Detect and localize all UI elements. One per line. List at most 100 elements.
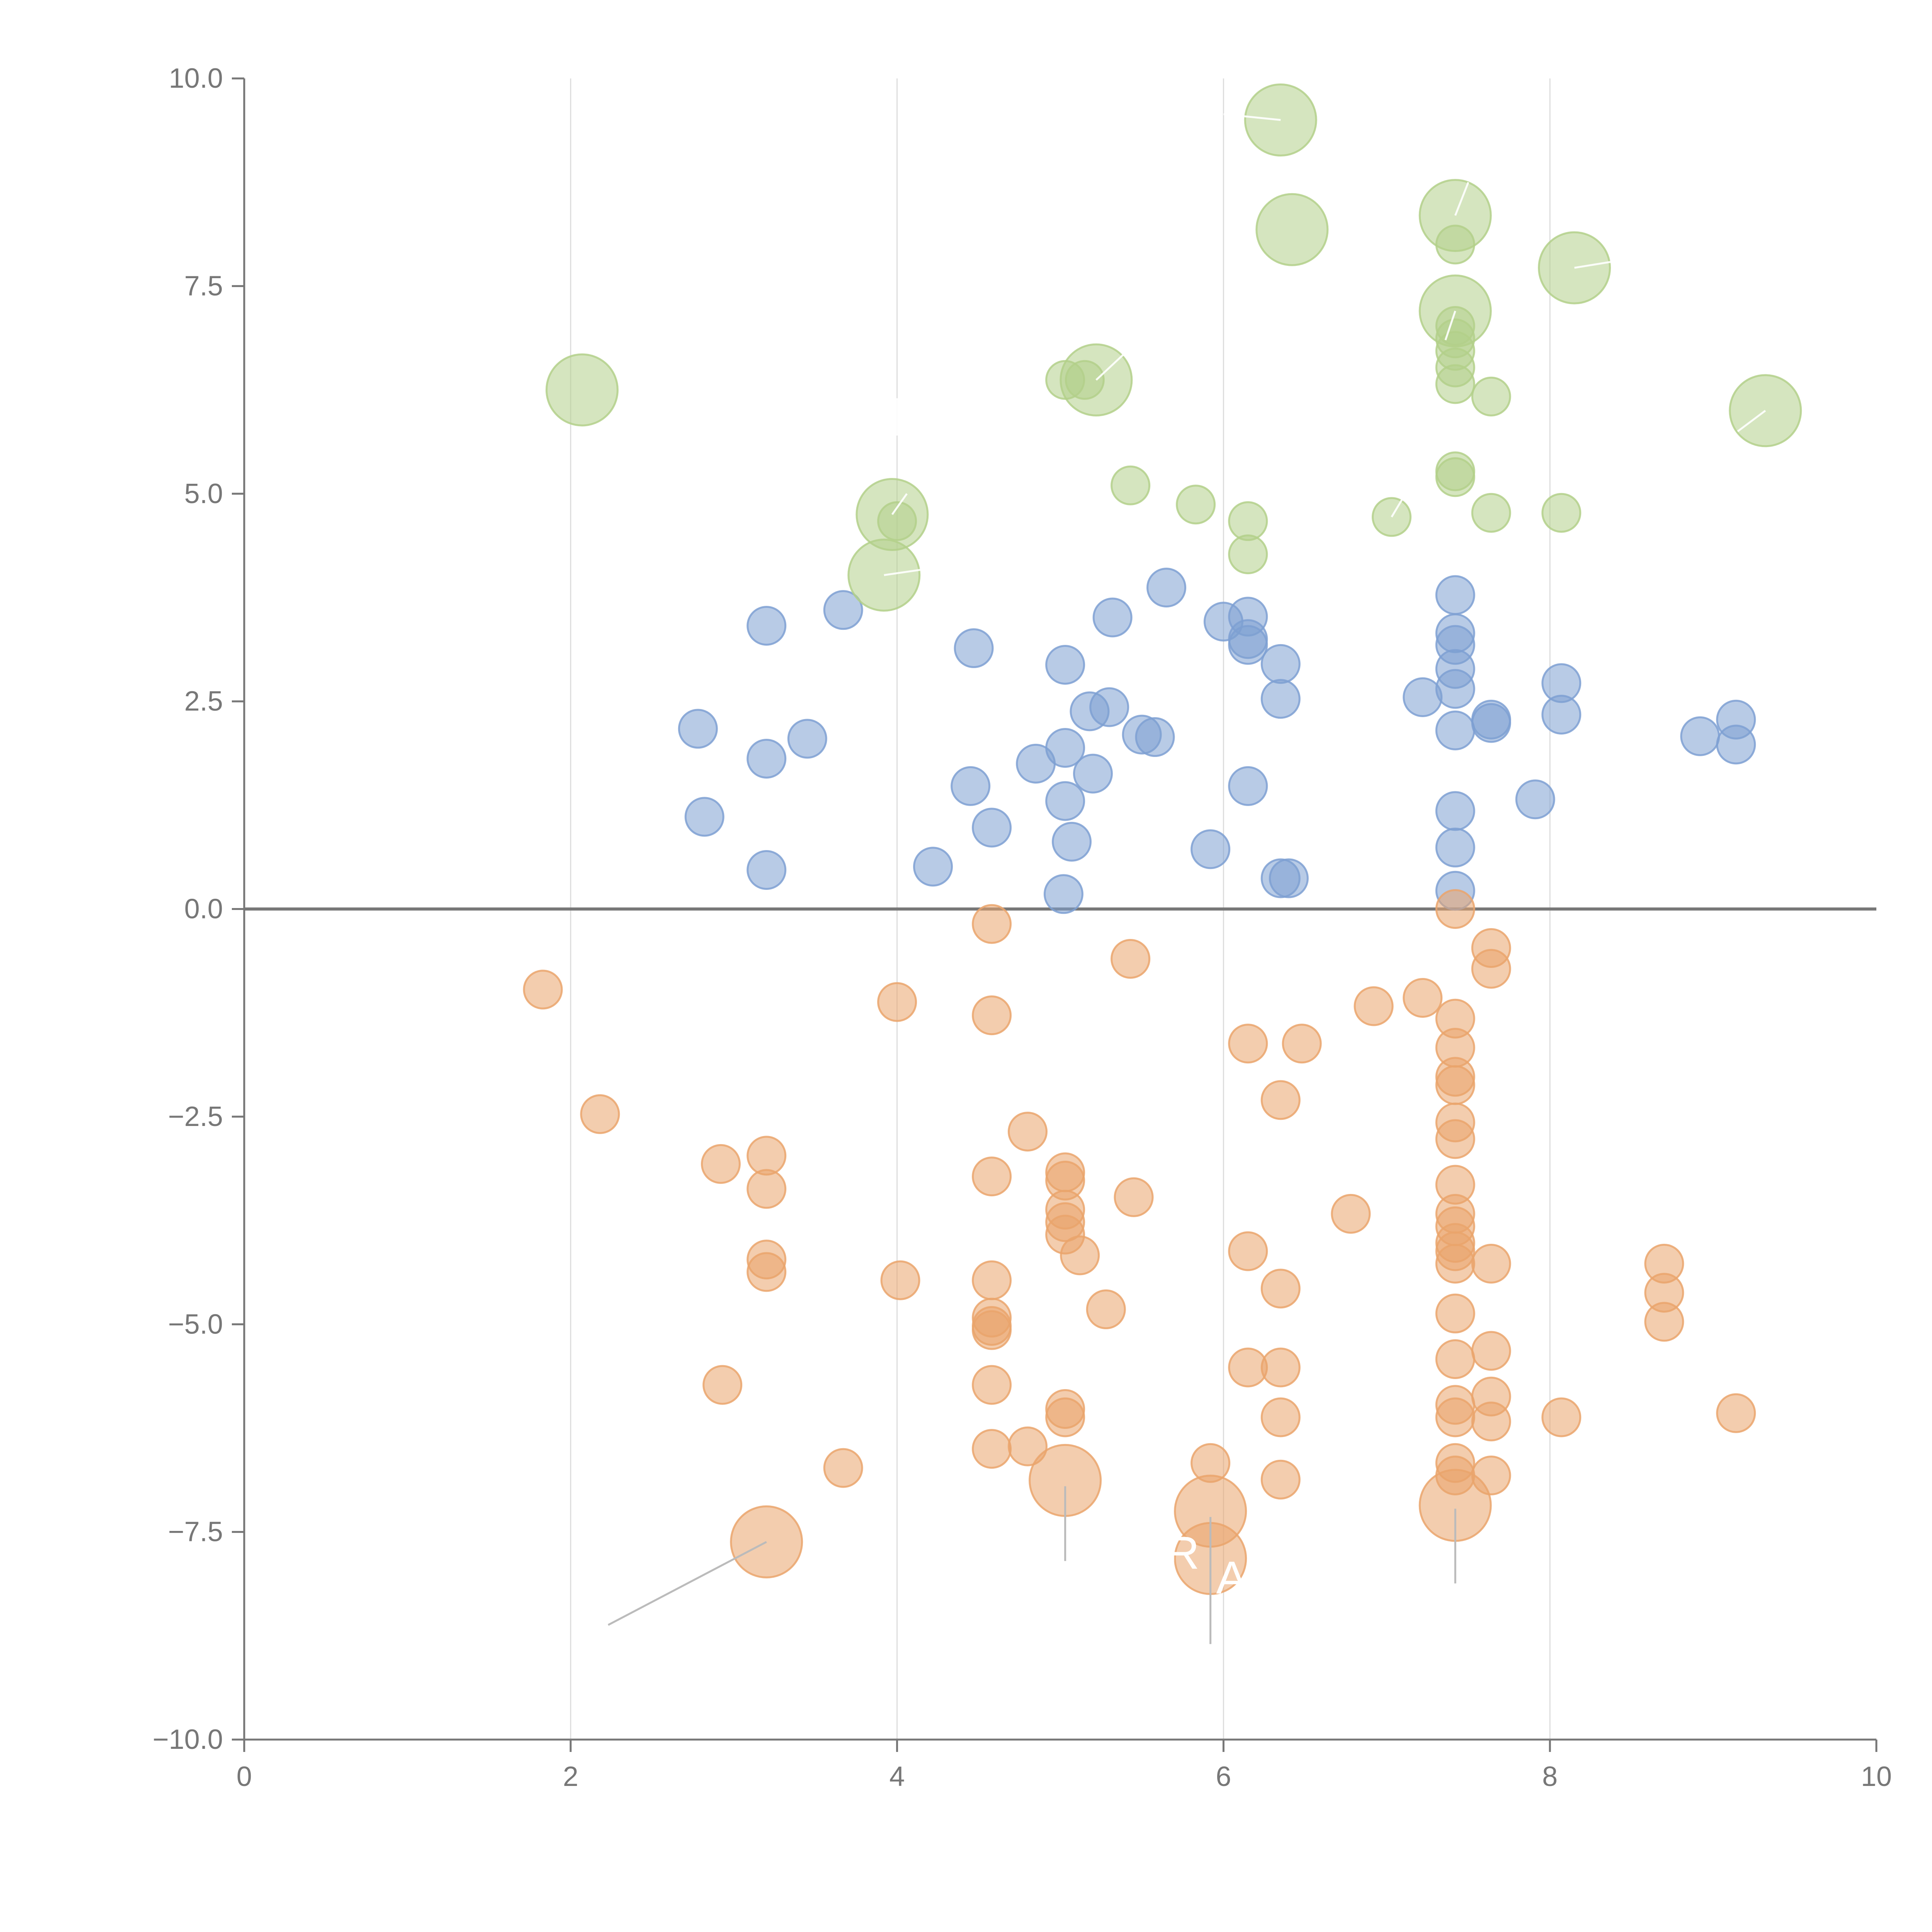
x-tick-label: 6 (1216, 1761, 1231, 1792)
point-positive (678, 709, 718, 749)
point-negative (1228, 1231, 1268, 1271)
point-top (1228, 534, 1268, 575)
point-negative (1260, 1459, 1301, 1500)
point-positive (954, 628, 994, 668)
point-negative (1282, 1024, 1322, 1064)
point-negative (747, 1169, 787, 1209)
point-positive (1052, 821, 1092, 862)
point-negative (1471, 1401, 1511, 1442)
point-negative (701, 1144, 741, 1184)
point-negative (1260, 1080, 1301, 1120)
y-tick-label: −5.0 (168, 1309, 223, 1340)
point-top (1111, 465, 1151, 505)
point-positive (747, 606, 787, 646)
point-negative (1471, 949, 1511, 989)
point-positive (972, 808, 1012, 848)
point-negative (1260, 1347, 1301, 1388)
point-positive (1045, 728, 1085, 768)
point-positive (1680, 716, 1720, 756)
point-positive (1092, 597, 1133, 638)
point-negative (580, 1094, 620, 1134)
point-negative (1086, 1289, 1126, 1330)
annotation-leader (1737, 410, 1766, 432)
point-negative (1045, 1397, 1085, 1437)
point-negative (1354, 986, 1394, 1026)
point-negative (1114, 1177, 1154, 1217)
point-top (1541, 493, 1582, 533)
annotation-leader (1095, 352, 1126, 381)
point-positive (1471, 703, 1511, 743)
x-tick-label: 2 (563, 1761, 578, 1792)
point-positive (1716, 724, 1756, 765)
point-positive (1435, 791, 1475, 831)
point-negative (1260, 1397, 1301, 1437)
point-negative (1260, 1269, 1301, 1309)
y-tick-label: 0.0 (184, 894, 223, 925)
point-positive (1260, 644, 1301, 684)
point-negative (1435, 1119, 1475, 1159)
point-positive (1043, 874, 1083, 914)
point-negative (1111, 939, 1151, 979)
annotation-leader (1574, 260, 1616, 269)
point-negative (1435, 889, 1475, 929)
annotation-leader (884, 567, 930, 576)
point-positive (1435, 575, 1475, 615)
annotation-leaders (607, 113, 1766, 1644)
annotation-leader (1223, 113, 1281, 121)
point-top (1060, 343, 1133, 417)
annotation-leader (1454, 182, 1469, 216)
y-tick-label: 5.0 (184, 478, 223, 509)
point-positive (1403, 677, 1443, 717)
point-positive (1435, 827, 1475, 867)
point-negative (1060, 1235, 1100, 1276)
point-positive (1073, 753, 1113, 794)
point-positive (913, 847, 953, 887)
point-negative (1228, 1024, 1268, 1064)
x-tick-label: 4 (889, 1761, 905, 1792)
point-negative (972, 1310, 1012, 1350)
x-tick-label: 0 (236, 1761, 252, 1792)
point-positive (823, 590, 863, 630)
point-negative (972, 1365, 1012, 1405)
point-positive (1541, 695, 1582, 735)
y-tick-label: −2.5 (168, 1101, 223, 1132)
point-negative (972, 1260, 1012, 1300)
point-top (1228, 501, 1268, 541)
point-negative (972, 904, 1012, 944)
point-negative (1435, 1397, 1475, 1437)
annotation-label: A (1216, 1552, 1247, 1604)
point-positive (1228, 766, 1268, 806)
point-top (1255, 193, 1329, 266)
point-top (1471, 376, 1511, 417)
point-positive (747, 738, 787, 779)
point-positive (1045, 645, 1085, 685)
point-negative (877, 982, 917, 1022)
point-negative (1644, 1302, 1684, 1342)
point-top (1176, 485, 1216, 525)
axes: −10.0 −7.5 −5.0 −2.5 0.0 2.5 5.0 7.5 10.0 0 2 4 6 8 10 (153, 63, 1892, 1792)
point-negative (1716, 1393, 1756, 1433)
point-positive (684, 797, 724, 837)
point-negative (1471, 1331, 1511, 1371)
point-negative (972, 995, 1012, 1036)
annotation-leader (891, 493, 908, 515)
point-negative (1435, 1293, 1475, 1333)
point-positive (1260, 679, 1301, 719)
point-negative (1435, 1243, 1475, 1284)
point-negative (1331, 1194, 1371, 1234)
point-positive (1135, 717, 1175, 757)
point-positive (1269, 858, 1309, 898)
x-tick-label: 8 (1542, 1761, 1558, 1792)
point-negative (823, 1448, 863, 1488)
point-negative (702, 1365, 743, 1405)
annotation-leader (1391, 497, 1404, 518)
point-negative (1435, 1065, 1475, 1105)
point-negative (972, 1429, 1012, 1469)
y-tick-label: 7.5 (184, 270, 223, 301)
point-positive (1435, 710, 1475, 750)
annotation-leader (1444, 311, 1456, 340)
point-negative (730, 1505, 803, 1578)
point-top (1435, 364, 1475, 404)
